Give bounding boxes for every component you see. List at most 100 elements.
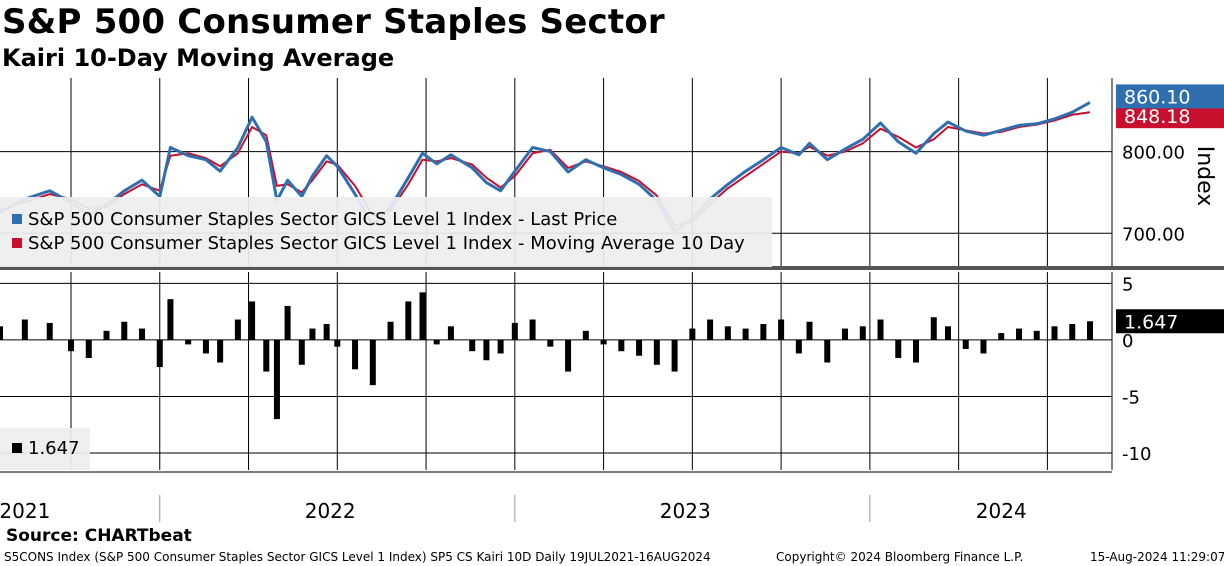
kairi-bar <box>167 299 174 340</box>
kairi-bar <box>760 324 767 340</box>
kairi-bar <box>895 339 902 358</box>
kairi-bar <box>139 328 146 340</box>
kairi-bar <box>217 339 224 363</box>
kairi-bar <box>547 339 554 347</box>
kairi-bar <box>85 339 92 358</box>
kairi-bar <box>582 330 589 340</box>
kairi-bar <box>913 339 920 363</box>
kairi-bar <box>511 322 518 340</box>
kairi-bar <box>185 339 192 345</box>
kairi-bar <box>742 328 749 340</box>
kairi-bar <box>156 339 163 368</box>
x-year-label-2022: 2022 <box>305 499 356 523</box>
y-tick-label-bottom: 5 <box>1122 274 1133 295</box>
kairi-bar <box>944 326 951 340</box>
y-tick-label-top: 700.00 <box>1122 224 1185 245</box>
kairi-panel <box>0 292 1093 420</box>
kairi-bar <box>962 339 969 349</box>
kairi-bar <box>1087 321 1093 340</box>
kairi-bar <box>1033 330 1040 340</box>
kairi-bar <box>0 326 3 340</box>
kairi-bar <box>636 339 643 356</box>
source-label: Source: CHARTbeat <box>6 526 192 546</box>
kairi-bar <box>103 330 110 340</box>
x-year-label-2021: 2021 <box>0 499 50 523</box>
kairi-bar <box>529 319 536 340</box>
moving-average-line <box>0 111 1091 227</box>
legend-label-last-price: S&P 500 Consumer Staples Sector GICS Lev… <box>28 209 618 230</box>
kairi-bar <box>46 322 53 340</box>
kairi-bar <box>671 339 678 372</box>
kairi-bar <box>778 319 785 340</box>
kairi-bar <box>249 301 256 340</box>
kairi-bar <box>68 339 75 352</box>
footer-copyright: Copyright© 2024 Bloomberg Finance L.P. <box>776 550 1024 564</box>
kairi-bar <box>298 339 305 365</box>
chart-subtitle: Kairi 10-Day Moving Average <box>2 44 395 72</box>
kairi-bar <box>1051 326 1058 340</box>
kairi-bar <box>653 339 660 365</box>
kairi-bar <box>234 319 241 340</box>
footer-timestamp: 15-Aug-2024 11:29:07 <box>1090 550 1224 564</box>
kairi-bar <box>565 339 572 372</box>
kairi-bar <box>707 319 714 340</box>
kairi-bar <box>1015 328 1022 340</box>
kairi-bar <box>497 339 504 354</box>
legend-entry-kairi: 1.647 <box>12 438 80 459</box>
price-last-value-label-box <box>1116 84 1224 109</box>
kairi-bar <box>121 321 128 340</box>
kairi-bar <box>795 339 802 354</box>
kairi-bar <box>980 339 987 354</box>
price-panel <box>0 101 1091 234</box>
y-tick-label-bottom: -10 <box>1122 444 1151 465</box>
legend-entry-last-price: S&P 500 Consumer Staples Sector GICS Lev… <box>12 209 617 230</box>
kairi-bar <box>202 339 209 354</box>
kairi-bar <box>1069 324 1076 340</box>
kairi-bar <box>724 326 731 340</box>
kairi-bar <box>689 328 696 340</box>
kairi-bar <box>284 305 291 340</box>
kairi-bar <box>824 339 831 363</box>
kairi-bar <box>806 321 813 340</box>
kairi-bar <box>859 326 866 340</box>
kairi-bar <box>419 292 426 340</box>
x-year-label-2024: 2024 <box>976 499 1027 523</box>
legend-entry-moving-average: S&P 500 Consumer Staples Sector GICS Lev… <box>12 233 745 254</box>
kairi-last-value-label-box <box>1116 309 1224 334</box>
chart-title: S&P 500 Consumer Staples Sector <box>2 2 665 42</box>
kairi-bar <box>483 339 490 361</box>
x-year-label-2023: 2023 <box>660 499 711 523</box>
y-tick-label-bottom: -5 <box>1122 387 1140 408</box>
last-price-line <box>0 101 1091 234</box>
kairi-bar <box>877 319 884 340</box>
legend-swatch-moving-average <box>12 238 22 248</box>
kairi-bar <box>263 339 270 372</box>
legend-label-moving-average: S&P 500 Consumer Staples Sector GICS Lev… <box>28 233 745 254</box>
grid-lines <box>0 78 1112 470</box>
y-axis-label: Index <box>1192 146 1217 207</box>
price-legend: S&P 500 Consumer Staples Sector GICS Lev… <box>0 197 772 267</box>
kairi-bar <box>600 339 607 345</box>
kairi-bar <box>447 326 454 340</box>
ma-last-value-label: 848.18 <box>1124 106 1190 128</box>
kairi-last-value-label: 1.647 <box>1124 311 1178 333</box>
legend-swatch-kairi <box>12 443 22 453</box>
kairi-bar <box>21 319 28 340</box>
kairi-bar <box>387 321 394 340</box>
legend-swatch-last-price <box>12 214 22 224</box>
kairi-bar <box>323 324 330 340</box>
price-last-value-label: 860.10 <box>1124 86 1190 108</box>
kairi-bar <box>998 333 1005 340</box>
kairi-bar <box>352 339 359 370</box>
kairi-bar <box>334 339 341 347</box>
kairi-bar <box>433 339 440 345</box>
legend-label-kairi: 1.647 <box>28 438 80 459</box>
kairi-bar <box>273 339 280 420</box>
kairi-bar <box>369 339 376 386</box>
footer-description: S5CONS Index (S&P 500 Consumer Staples S… <box>4 550 711 564</box>
kairi-bar <box>842 328 849 340</box>
kairi-bar <box>309 328 316 340</box>
y-tick-label-bottom: 0 <box>1122 331 1133 352</box>
